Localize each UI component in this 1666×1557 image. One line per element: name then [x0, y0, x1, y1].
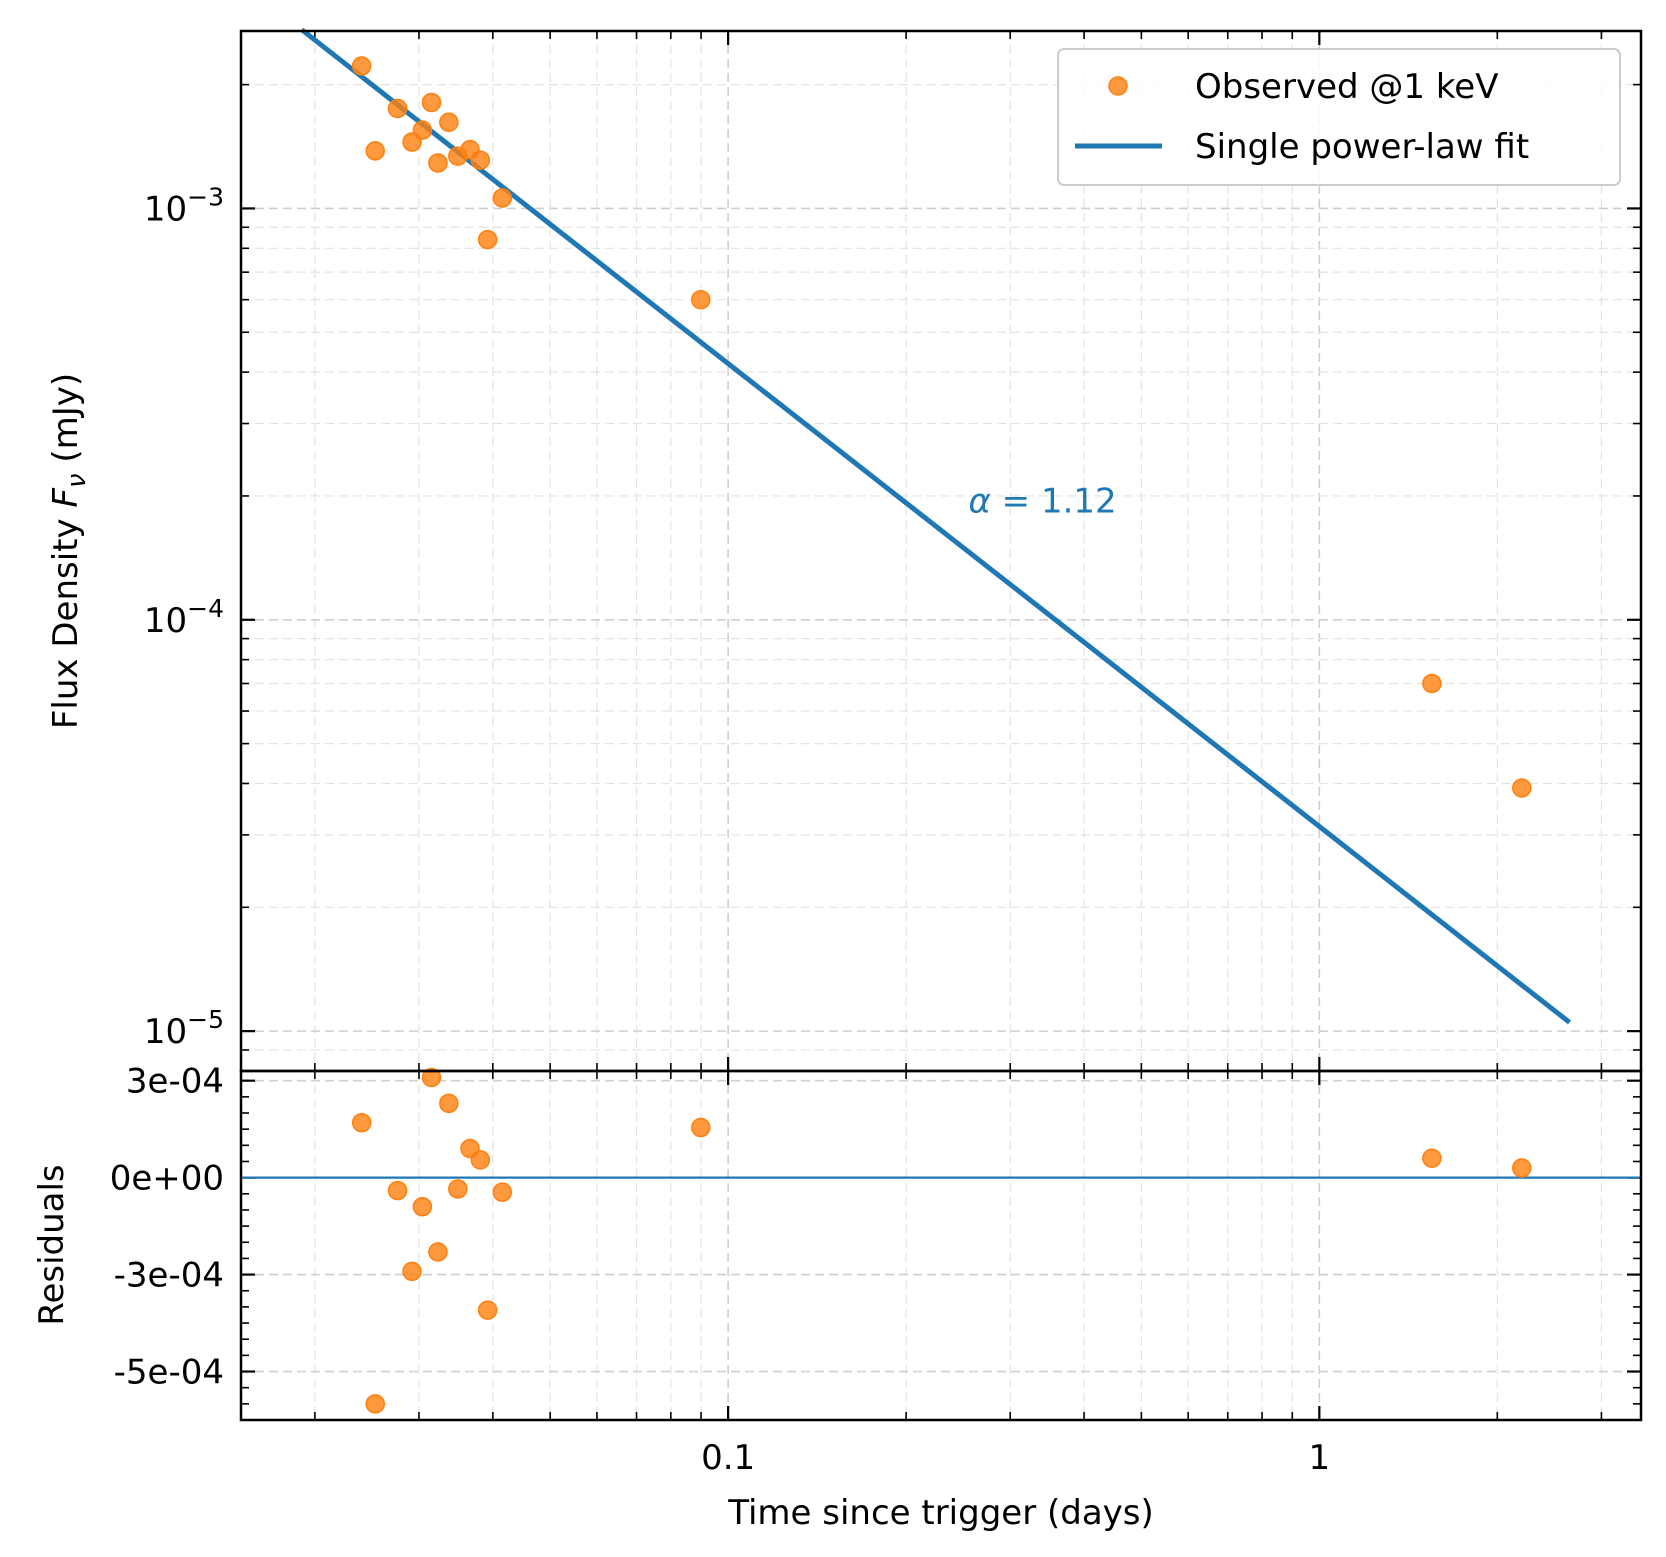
bottom-panel-data — [241, 1067, 1641, 1414]
y-tick-label-base: 10 — [144, 189, 187, 229]
observed-point — [365, 141, 385, 161]
observed-point — [387, 98, 408, 119]
y-tick-label-top: 10−5 — [144, 1005, 224, 1052]
x-tick-label: 0.1 — [701, 1438, 755, 1478]
y-tick-label-base: 10 — [144, 1012, 187, 1052]
y-axis-label-top: Flux Density Fν (mJy) — [46, 373, 92, 729]
residual-point — [387, 1180, 408, 1201]
bottom-panel-ticks: 0.1 1 3e-04 0e+00 -3e-04 -5e-04 — [110, 1062, 1641, 1478]
bottom-panel-frame — [239, 1069, 1643, 1422]
bottom-panel-grid — [241, 1071, 1641, 1420]
residual-point — [470, 1150, 491, 1170]
observed-point — [470, 150, 491, 170]
residual-point — [402, 1261, 422, 1282]
residual-point — [439, 1093, 459, 1114]
observed-point — [412, 120, 433, 140]
y-tick-label-bottom: -5e-04 — [114, 1353, 224, 1393]
y-tick-label-top: 10−3 — [144, 182, 224, 229]
top-panel-ticks: 10−310−410−5 — [144, 31, 1641, 1072]
power-law-fit-line — [300, 27, 1572, 1025]
residual-point — [421, 1067, 442, 1088]
residual-point — [412, 1196, 433, 1217]
observed-point — [351, 56, 372, 76]
x-tick-label: 1 — [1309, 1438, 1331, 1478]
alpha-symbol: α — [968, 481, 990, 521]
observed-point — [691, 289, 711, 310]
residual-point — [351, 1112, 372, 1133]
observed-point — [439, 112, 459, 133]
y-tick-label-bottom: 3e-04 — [126, 1062, 224, 1102]
y-axis-label-bottom: Residuals — [32, 1164, 72, 1325]
residual-point — [1512, 1158, 1532, 1178]
observed-point — [492, 188, 513, 208]
alpha-value: = 1.12 — [991, 481, 1117, 521]
y-tick-label-exponent: −4 — [187, 594, 224, 623]
observed-point — [1422, 673, 1442, 694]
residual-point — [448, 1179, 468, 1199]
legend-label-observed: Observed @1 keV — [1195, 67, 1498, 107]
y-tick-label-bottom: 0e+00 — [110, 1159, 224, 1199]
y-tick-label-base: 10 — [144, 601, 187, 641]
observed-point — [421, 92, 442, 113]
legend-box — [1057, 48, 1621, 186]
observed-point — [1512, 778, 1532, 798]
x-axis-label: Time since trigger (days) — [727, 1493, 1154, 1533]
residual-point — [428, 1242, 448, 1262]
y-tick-label-top: 10−4 — [144, 594, 224, 641]
residual-point — [365, 1394, 385, 1414]
y-tick-label-exponent: −5 — [187, 1005, 224, 1034]
y-tick-label-bottom: -3e-04 — [114, 1256, 224, 1296]
legend-marker-observed — [1108, 76, 1128, 96]
y-tick-label-exponent: −3 — [187, 182, 224, 211]
residual-point — [1422, 1148, 1442, 1168]
residual-point — [477, 1300, 498, 1320]
y-axis-label-unit: (mJy) — [46, 373, 86, 474]
observed-point — [477, 229, 498, 250]
residual-point — [492, 1182, 513, 1202]
observed-point — [428, 153, 448, 173]
legend: Observed @1 keV Single power-law fit — [1057, 48, 1621, 186]
y-axis-label-text: Flux Density — [46, 508, 86, 730]
y-axis-label-symbol: F — [46, 488, 86, 508]
legend-label-fit: Single power-law fit — [1195, 127, 1529, 167]
top-panel-data — [300, 27, 1572, 1025]
alpha-annotation: α = 1.12 — [968, 481, 1116, 521]
residual-point — [691, 1117, 711, 1138]
y-axis-label-subscript: ν — [62, 473, 92, 488]
